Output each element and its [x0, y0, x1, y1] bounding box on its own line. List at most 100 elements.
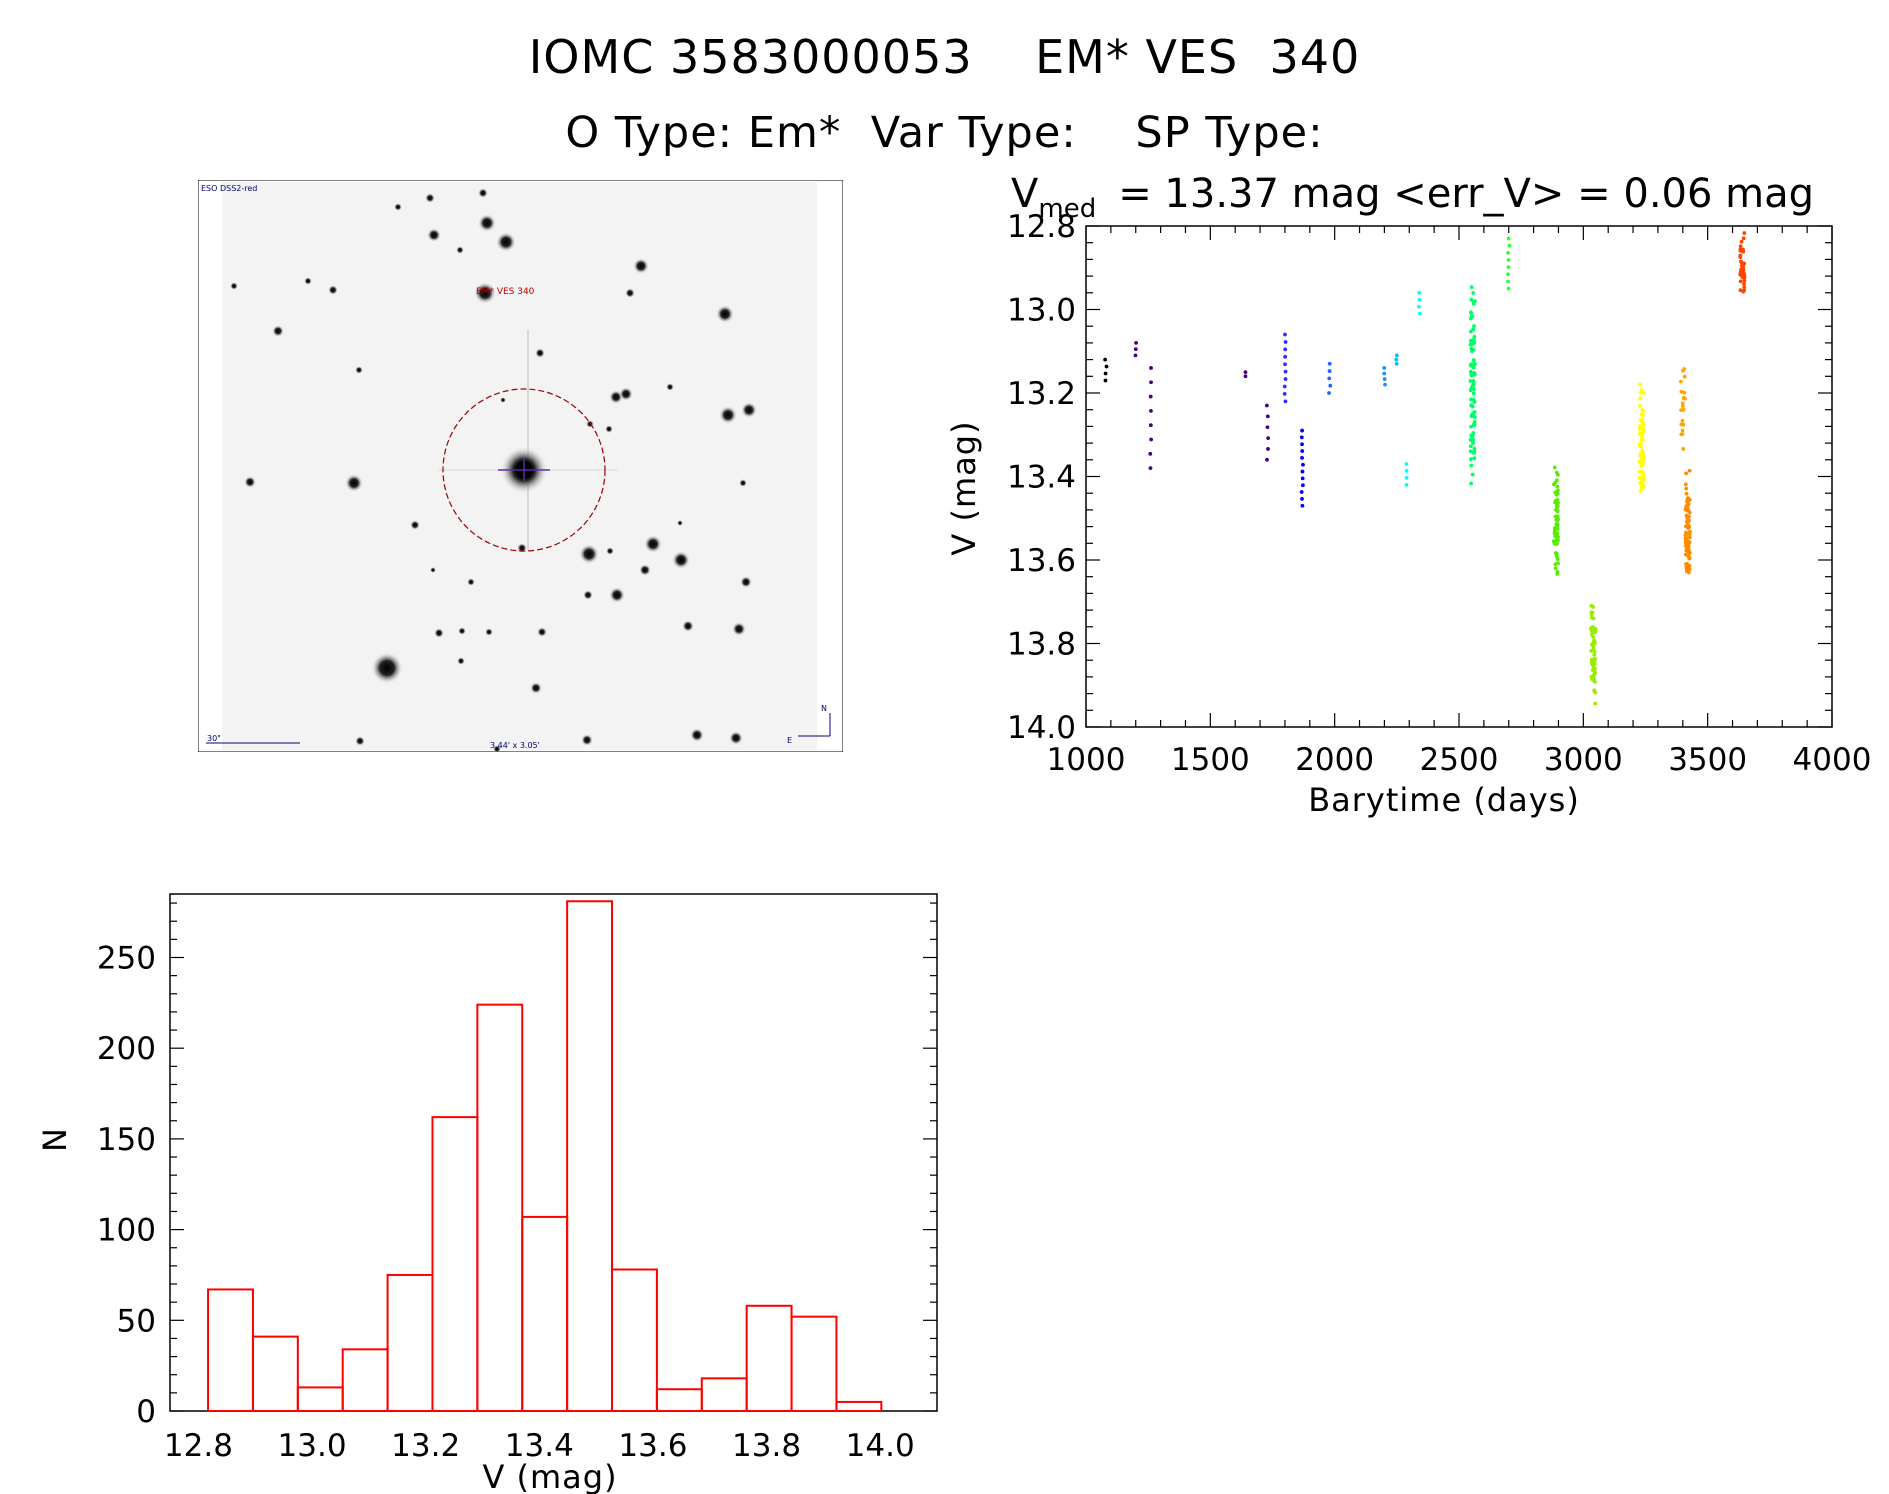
lc-data-point — [1469, 373, 1474, 378]
lc-data-point — [1593, 679, 1597, 684]
lc-data-point — [1553, 562, 1558, 567]
lc-data-point — [1638, 454, 1643, 458]
lc-data-point — [1593, 666, 1597, 671]
lc-data-point — [1394, 353, 1399, 358]
hist-x-tick-label: 14.0 — [846, 1428, 915, 1464]
lc-data-point — [1683, 543, 1688, 548]
lc-data-point — [1591, 635, 1596, 639]
lc-data-point — [1684, 545, 1689, 550]
lc-data-point — [1472, 399, 1477, 404]
lc-data-point — [1641, 455, 1646, 460]
hist-bar — [431, 1116, 479, 1413]
lc-data-point — [1507, 243, 1512, 248]
lc-data-point — [1641, 471, 1646, 476]
hist-plot-frame — [169, 893, 938, 1412]
lc-data-point — [1243, 370, 1248, 375]
lc-data-point — [1591, 605, 1596, 609]
lc-data-point — [1552, 531, 1557, 535]
lc-data-point — [1404, 469, 1409, 473]
lc-data-point — [1468, 342, 1473, 347]
lc-data-point — [1472, 340, 1477, 345]
lc-data-point — [1555, 570, 1560, 574]
lc-data-point — [1681, 407, 1686, 412]
lc-data-point — [1472, 362, 1477, 366]
lc-data-point — [1471, 299, 1476, 304]
lc-y-tick-label: 13.6 — [1007, 543, 1076, 579]
lc-data-point — [1680, 401, 1685, 406]
lc-data-point — [1591, 642, 1596, 647]
lc-data-point — [1592, 689, 1597, 694]
lc-data-point — [1283, 347, 1288, 352]
lc-data-point — [1684, 530, 1688, 535]
lc-data-point — [1639, 460, 1644, 465]
lc-data-point — [1640, 431, 1645, 436]
lc-data-point — [1592, 672, 1597, 676]
lc-data-point — [1555, 478, 1559, 483]
lc-data-point — [1469, 297, 1474, 302]
lc-data-point — [1684, 569, 1689, 574]
lc-data-point — [1686, 508, 1691, 513]
lc-data-point — [1742, 231, 1747, 235]
lc-data-point — [1552, 541, 1557, 546]
lc-data-point — [1552, 528, 1557, 533]
lc-data-point — [1590, 677, 1595, 682]
lc-data-point — [1638, 418, 1643, 423]
lc-data-point — [1641, 456, 1645, 460]
lc-data-point — [1684, 491, 1689, 496]
lc-data-point — [1300, 476, 1305, 481]
lc-data-point — [1639, 450, 1644, 455]
lc-data-point — [1685, 568, 1690, 573]
lc-data-point — [1301, 483, 1305, 488]
lc-data-point — [1590, 658, 1595, 663]
lc-data-point — [1641, 484, 1646, 489]
lc-data-point — [1299, 435, 1304, 440]
lc-data-point — [1300, 449, 1305, 453]
lc-data-point — [1641, 478, 1646, 483]
lc-data-point — [1683, 524, 1688, 529]
lc-y-tick-label: 13.4 — [1007, 460, 1076, 496]
lc-data-point — [1684, 538, 1689, 543]
lc-data-point — [1591, 643, 1595, 648]
lc-data-point — [1554, 542, 1559, 546]
lc-data-point — [1469, 346, 1474, 351]
lc-data-point — [1687, 555, 1692, 560]
lc-data-point — [1687, 540, 1692, 545]
lc-data-point — [1637, 459, 1642, 464]
lc-data-point — [1641, 409, 1645, 413]
lc-data-point — [1687, 510, 1692, 515]
lc-data-point — [1591, 675, 1596, 680]
lc-data-point — [1592, 667, 1597, 672]
hist-y-tick-label: 150 — [97, 1122, 156, 1158]
lc-data-point — [1590, 632, 1594, 637]
lc-data-point — [1471, 379, 1476, 383]
lc-data-point — [1641, 429, 1646, 434]
lc-data-point — [1471, 301, 1476, 306]
lc-data-point — [1468, 388, 1473, 393]
lc-data-point — [1683, 482, 1688, 487]
lc-data-point — [1742, 261, 1746, 266]
lc-data-point — [1471, 383, 1475, 388]
lc-data-point — [1554, 517, 1559, 522]
lc-data-point — [1684, 503, 1689, 508]
lc-x-tick-label: 2000 — [1295, 742, 1374, 778]
hist-bar — [790, 1315, 838, 1412]
lc-data-point — [1684, 539, 1688, 544]
lc-data-point — [1471, 387, 1476, 392]
hist-y-tick-label: 0 — [136, 1394, 156, 1430]
lc-data-point — [1740, 274, 1744, 279]
lc-data-point — [1640, 417, 1645, 422]
lc-data-point — [1469, 329, 1473, 334]
lc-data-point — [1685, 506, 1690, 511]
lc-data-point — [1590, 642, 1595, 647]
lc-data-point — [1591, 663, 1596, 668]
lc-data-point — [1555, 488, 1560, 493]
lc-x-tick-label: 1000 — [1047, 742, 1126, 778]
lc-data-point — [1470, 339, 1475, 344]
lc-y-tick-label: 14.0 — [1007, 710, 1076, 746]
lc-data-point — [1678, 379, 1683, 384]
lc-data-point — [1593, 670, 1597, 675]
lc-data-point — [1739, 264, 1744, 269]
lc-data-point — [1686, 520, 1690, 524]
lc-data-point — [1640, 470, 1644, 475]
